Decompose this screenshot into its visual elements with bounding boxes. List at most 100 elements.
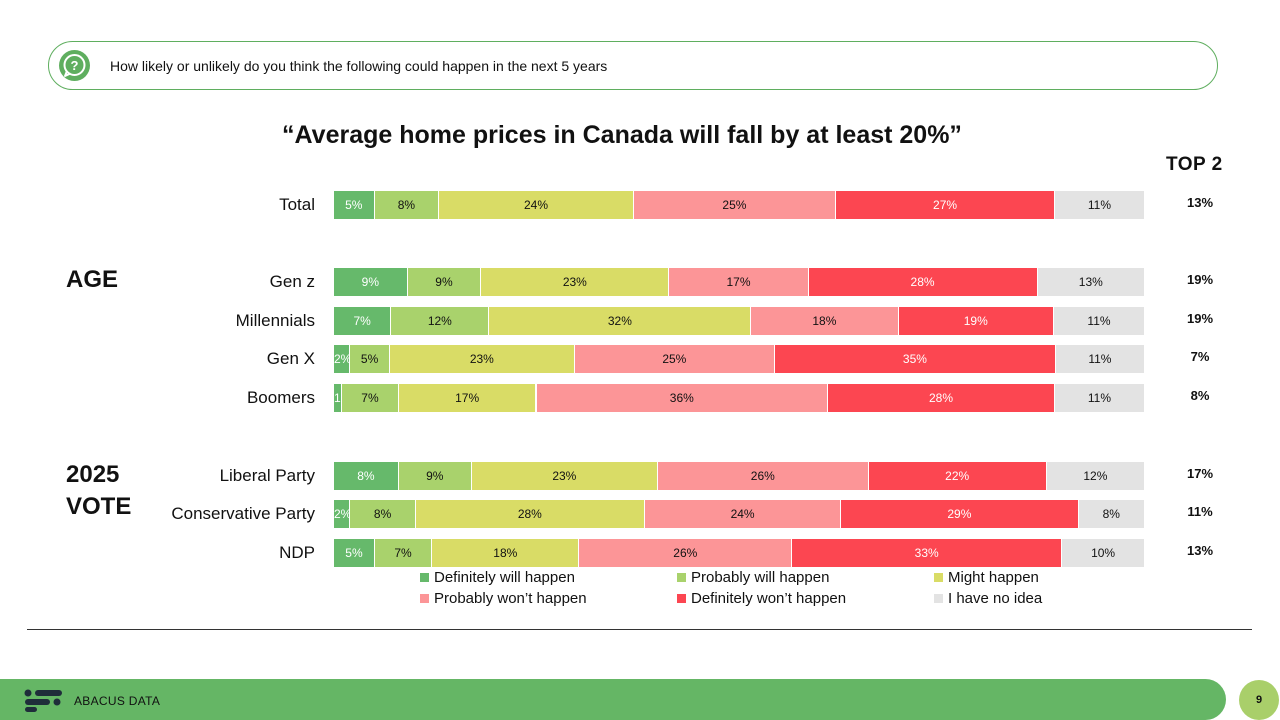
top2-value: 11% bbox=[1187, 504, 1213, 519]
bar-segment: 2% bbox=[334, 345, 351, 373]
bar-row: 2% 5% 23% 25% 35% 11% bbox=[334, 345, 1144, 373]
top2-value: 17% bbox=[1186, 466, 1214, 481]
bar-segment: 26% bbox=[579, 539, 793, 567]
bar-segment: 18% bbox=[432, 539, 580, 567]
bar-segment: 11% bbox=[1054, 384, 1144, 412]
category-label: Boomers bbox=[246, 388, 315, 407]
bar-segment: 24% bbox=[644, 500, 842, 528]
bar-segment: 8% bbox=[1078, 500, 1144, 528]
bar-segment: 27% bbox=[836, 191, 1055, 219]
legend-item: I have no idea bbox=[934, 590, 1042, 607]
category-label: Liberal Party bbox=[219, 466, 315, 485]
legend-label: Probably will happen bbox=[691, 569, 830, 586]
bar-segment: 7% bbox=[374, 539, 433, 567]
bar-segment: 25% bbox=[633, 191, 837, 219]
bar-segment: 17% bbox=[669, 268, 809, 296]
category-label: Millennials bbox=[235, 311, 315, 330]
bar-segment: 22% bbox=[868, 462, 1047, 490]
svg-text:?: ? bbox=[71, 58, 79, 73]
vote-group-label: 2025 VOTE bbox=[66, 461, 132, 520]
bar-segment: 24% bbox=[439, 191, 634, 219]
bar-segment: 7% bbox=[342, 384, 399, 412]
bar-segment: 18% bbox=[751, 307, 899, 335]
bar-row: 8% 9% 23% 26% 22% 12% bbox=[334, 462, 1144, 490]
top2-value: 13% bbox=[1186, 543, 1214, 558]
bar-segment: 12% bbox=[391, 307, 490, 335]
question-chat-icon: ? bbox=[59, 50, 90, 81]
bar-segment: 23% bbox=[390, 345, 575, 373]
legend-label: Definitely will happen bbox=[434, 569, 575, 586]
bar-segment: 7% bbox=[334, 307, 392, 335]
brand-name: ABACUS DATA bbox=[74, 694, 161, 708]
legend-label: Probably won’t happen bbox=[434, 590, 587, 607]
top2-value: 7% bbox=[1190, 349, 1210, 364]
legend-swatch bbox=[934, 572, 943, 582]
bar-row: 7% 12% 32% 18% 19% 11% bbox=[334, 307, 1144, 335]
legend-label: Definitely won’t happen bbox=[691, 590, 847, 607]
bar-segment: 9% bbox=[334, 268, 408, 296]
category-label: Total bbox=[279, 195, 315, 214]
legend-swatch bbox=[420, 572, 429, 582]
bar-segment: 5% bbox=[350, 345, 391, 373]
bar-segment: 13% bbox=[1037, 268, 1144, 296]
bar-segment: 29% bbox=[841, 500, 1079, 528]
bar-segment: 8% bbox=[334, 462, 399, 490]
bar-segment: 2% bbox=[334, 500, 351, 528]
question-box: ? How likely or unlikely do you think th… bbox=[48, 41, 1218, 90]
bar-segment: 12% bbox=[1046, 462, 1144, 490]
bar-segment: 23% bbox=[471, 462, 658, 490]
bar-segment: 23% bbox=[481, 268, 670, 296]
legend-swatch bbox=[934, 593, 943, 603]
legend-item: Probably will happen bbox=[677, 569, 829, 586]
bar-segment: 26% bbox=[658, 462, 869, 490]
bar-segment: 9% bbox=[398, 462, 472, 490]
abacus-logo-icon bbox=[24, 689, 64, 718]
bar-row: 5% 7% 18% 26% 33% 10% bbox=[334, 539, 1144, 567]
bar-segment: 32% bbox=[489, 307, 752, 335]
bar-segment: 36% bbox=[536, 384, 829, 412]
bar-segment: 25% bbox=[574, 345, 776, 373]
bar-row: 1%7%17%36%28%11% bbox=[334, 384, 1144, 412]
legend-swatch bbox=[420, 593, 429, 603]
top2-value: 19% bbox=[1186, 311, 1214, 326]
chart-title: “Average home prices in Canada will fall… bbox=[282, 121, 962, 149]
bar-row: 5% 8% 24% 25% 27% 11% bbox=[334, 191, 1144, 219]
footer-divider bbox=[27, 629, 1252, 630]
bar-row: 9% 9% 23% 17% 28% 13% bbox=[334, 268, 1144, 296]
legend-item: Might happen bbox=[934, 569, 1039, 586]
bar-segment: 5% bbox=[334, 191, 375, 219]
bar-segment: 28% bbox=[808, 268, 1038, 296]
bar-segment: 5% bbox=[334, 539, 375, 567]
bar-segment: 28% bbox=[828, 384, 1055, 412]
bar-segment: 19% bbox=[898, 307, 1054, 335]
legend-item: Probably won’t happen bbox=[420, 590, 587, 607]
top2-header: TOP 2 bbox=[1166, 154, 1223, 175]
legend-label: I have no idea bbox=[948, 590, 1043, 607]
bar-row: 2% 8% 28% 24% 29% 8% bbox=[334, 500, 1144, 528]
top2-value: 8% bbox=[1190, 388, 1210, 403]
question-text: How likely or unlikely do you think the … bbox=[110, 58, 608, 74]
bar-segment: 9% bbox=[407, 268, 482, 296]
bar-segment: 11% bbox=[1054, 191, 1144, 219]
category-label: Gen z bbox=[269, 272, 315, 291]
legend-label: Might happen bbox=[948, 569, 1039, 586]
bar-segment: 8% bbox=[374, 191, 440, 219]
top2-value: 19% bbox=[1186, 272, 1214, 287]
age-group-label: AGE bbox=[66, 266, 119, 293]
bar-segment: 35% bbox=[775, 345, 1056, 373]
top2-value: 13% bbox=[1186, 195, 1214, 210]
bar-segment: 33% bbox=[792, 539, 1063, 567]
category-label: Gen X bbox=[266, 349, 315, 368]
category-label: NDP bbox=[279, 543, 315, 562]
category-label: Conservative Party bbox=[171, 504, 315, 523]
bar-segment: 11% bbox=[1055, 345, 1144, 373]
bar-segment: 17% bbox=[398, 384, 537, 412]
bar-segment: 28% bbox=[415, 500, 645, 528]
bar-segment: 8% bbox=[350, 500, 416, 528]
footer-bar bbox=[0, 679, 1226, 720]
bar-segment: 10% bbox=[1062, 539, 1144, 567]
legend-swatch bbox=[677, 593, 686, 603]
legend-item: Definitely won’t happen bbox=[677, 590, 846, 607]
bar-segment: 1% bbox=[334, 384, 343, 412]
page-number: 9 bbox=[1239, 680, 1279, 720]
